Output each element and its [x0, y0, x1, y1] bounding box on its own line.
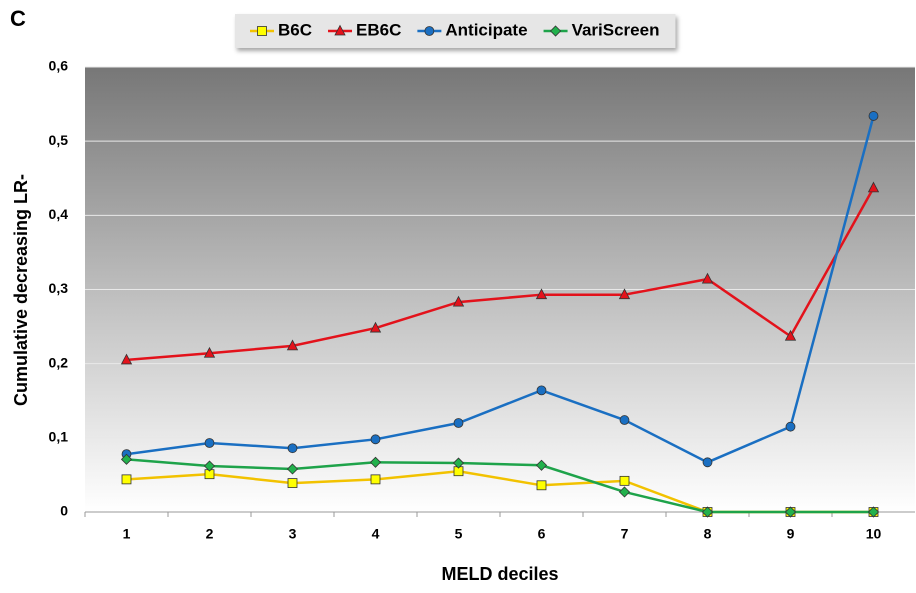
marker	[619, 415, 630, 425]
marker	[867, 181, 880, 193]
marker	[369, 456, 382, 468]
x-axis-title: MELD deciles	[441, 564, 558, 584]
marker	[334, 24, 346, 36]
legend-label: VariScreen	[572, 20, 660, 39]
series-line	[126, 115, 875, 464]
x-tick-label: 6	[538, 526, 546, 542]
marker	[535, 459, 548, 471]
marker	[287, 478, 298, 488]
marker	[535, 288, 548, 300]
panel-label: C	[10, 6, 26, 31]
marker	[203, 346, 216, 358]
marker	[701, 506, 714, 518]
marker	[867, 506, 880, 518]
y-tick-label: 0,1	[49, 429, 69, 445]
marker	[536, 385, 547, 396]
legend	[235, 14, 676, 48]
marker	[785, 421, 796, 432]
y-tick-label: 0	[60, 503, 68, 519]
marker	[286, 463, 299, 475]
marker	[453, 418, 464, 428]
marker	[536, 480, 547, 491]
marker	[784, 329, 797, 341]
legend-label: EB6C	[356, 20, 401, 39]
marker	[618, 486, 631, 498]
marker	[618, 288, 631, 300]
marker	[257, 26, 267, 36]
legend-label: B6C	[278, 20, 312, 39]
marker	[452, 457, 465, 469]
x-tick-label: 1	[123, 526, 131, 542]
marker	[120, 453, 133, 465]
y-tick-label: 0,4	[49, 206, 69, 222]
x-tick-label: 4	[372, 526, 380, 542]
x-tick-label: 5	[455, 526, 463, 542]
x-tick-label: 2	[206, 526, 214, 542]
marker	[369, 321, 382, 333]
marker	[619, 475, 630, 486]
marker	[120, 353, 133, 365]
marker	[121, 474, 132, 485]
marker	[868, 111, 879, 121]
marker	[287, 443, 298, 454]
marker	[424, 26, 435, 36]
y-tick-label: 0,2	[49, 354, 69, 370]
marker	[203, 460, 216, 472]
marker	[784, 506, 797, 518]
marker	[452, 295, 465, 307]
marker	[370, 434, 381, 445]
x-tick-label: 3	[289, 526, 297, 542]
marker	[549, 25, 562, 37]
marker	[702, 457, 713, 468]
y-tick-label: 0,6	[49, 58, 69, 74]
x-tick-label: 9	[787, 526, 795, 542]
y-axis-title: Cumulative decreasing LR-	[11, 174, 31, 406]
series-line	[126, 187, 875, 362]
marker	[701, 272, 714, 284]
marker	[286, 339, 299, 351]
x-tick-label: 8	[704, 526, 712, 542]
marker	[370, 474, 381, 485]
x-tick-label: 7	[621, 526, 629, 542]
y-tick-label: 0,3	[49, 280, 69, 296]
series-line	[126, 458, 874, 514]
marker	[204, 438, 215, 448]
x-tick-label: 10	[866, 526, 882, 542]
y-tick-label: 0,5	[49, 132, 69, 148]
legend-label: Anticipate	[445, 20, 527, 39]
